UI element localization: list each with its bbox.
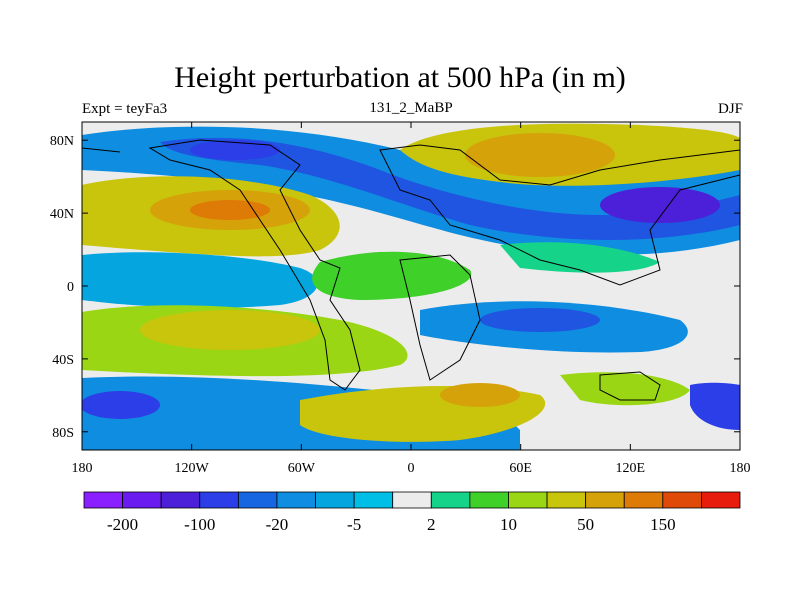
africa-outline [399, 254, 481, 381]
contour-field [82, 122, 740, 450]
pacific-coastline-fragment [82, 147, 121, 153]
colorbar-swatch [623, 491, 664, 509]
season-label: DJF [717, 101, 743, 117]
coastlines [82, 139, 740, 401]
colorbar-label: 50 [577, 515, 594, 534]
contour-low-south-indian-core [480, 308, 600, 332]
lat-tick-label: 40S [52, 353, 74, 368]
contour-high-south-atlantic-core [440, 383, 520, 407]
colorbar-swatch [199, 491, 239, 509]
latitude-axis: 80N 40N 0 40S 80S [50, 134, 740, 441]
colorbar-swatch [122, 491, 162, 509]
colorbar-swatch [546, 491, 587, 509]
colorbar-label: 10 [500, 515, 517, 534]
longitude-axis: 180 120W 60W 0 60E 120E 180 [72, 122, 751, 476]
lon-tick-label: 180 [730, 461, 751, 476]
lon-tick-label: 60W [288, 461, 316, 476]
lon-tick-label: 60E [509, 461, 532, 476]
colorbar-label: -20 [266, 515, 289, 534]
colorbar-swatch [430, 491, 471, 509]
run-label: 131_2_MaBP [369, 100, 453, 116]
contour-high-south-pacific-core [140, 310, 320, 350]
colorbar-swatch [392, 491, 432, 509]
contour-low-south-east [690, 382, 740, 430]
lon-tick-label: 120W [175, 461, 210, 476]
colorbar-label: -100 [184, 515, 215, 534]
colorbar-swatch [160, 491, 201, 509]
contour-low-north-america [190, 140, 280, 160]
australia-outline [599, 371, 661, 401]
colorbar: -200 -100 -20 -5 2 10 50 150 [83, 491, 741, 534]
colorbar-label: -200 [107, 515, 138, 534]
experiment-label: Expt = teyFa3 [82, 101, 168, 117]
colorbar-swatch [585, 491, 625, 509]
contour-high-europe-core [465, 133, 615, 177]
colorbar-label: 150 [650, 515, 676, 534]
contour-high-south-indian [560, 372, 690, 406]
eurasia-outline [379, 144, 740, 286]
colorbar-swatch [662, 491, 702, 509]
contour-band-negative-north-core [160, 137, 740, 240]
lon-tick-label: 0 [408, 461, 415, 476]
lat-tick-label: 40N [50, 207, 74, 222]
colorbar-swatch [237, 491, 278, 509]
lon-tick-label: 180 [72, 461, 93, 476]
contour-low-southern-ocean-core [82, 391, 160, 419]
contour-tropical-indian [500, 242, 660, 273]
lat-tick-label: 80N [50, 134, 74, 149]
americas-outline [148, 139, 361, 391]
contour-low-east-asia [600, 187, 720, 223]
lon-tick-label: 120E [616, 461, 646, 476]
contour-tropical-pacific [82, 252, 318, 308]
colorbar-swatch [83, 491, 123, 509]
colorbar-swatch [701, 491, 741, 509]
plot-title: Height perturbation at 500 hPa (in m) [174, 61, 626, 94]
colorbar-swatch [353, 491, 394, 509]
colorbar-swatch [469, 491, 509, 509]
contour-tropical-atlantic [312, 251, 472, 300]
colorbar-swatch [276, 491, 316, 509]
lat-tick-label: 0 [67, 280, 74, 295]
colorbar-swatch [508, 491, 548, 509]
colorbar-label: -5 [347, 515, 361, 534]
colorbar-swatch [315, 491, 355, 509]
colorbar-label: 2 [427, 515, 436, 534]
lat-tick-label: 80S [52, 426, 74, 441]
